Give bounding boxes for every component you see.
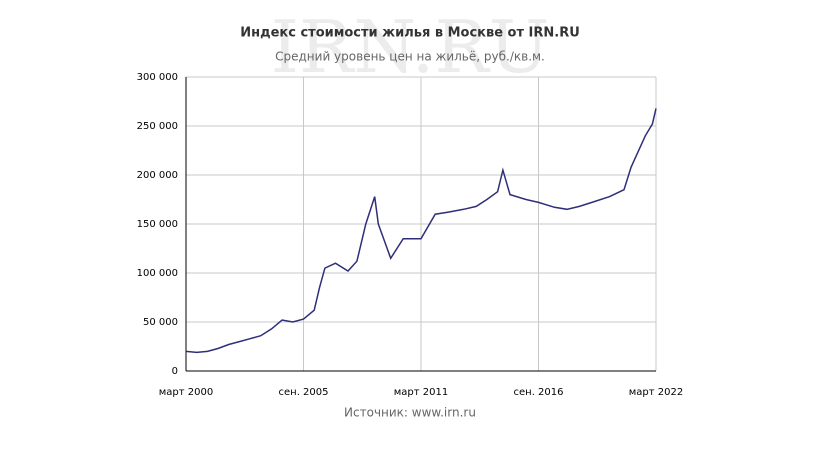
y-tick-label: 150 000 <box>137 219 178 230</box>
watermark: IRN.RU <box>271 5 550 89</box>
x-tick-label: сен. 2005 <box>279 387 329 398</box>
line-series <box>185 108 657 354</box>
x-tick-label: март 2000 <box>159 387 213 398</box>
y-tick-label: 300 000 <box>137 72 178 83</box>
y-tick-label: 250 000 <box>137 121 178 132</box>
x-tick-label: март 2022 <box>629 387 683 398</box>
chart-title: Индекс стоимости жилья в Москве от IRN.R… <box>240 26 580 41</box>
chart-subtitle: Средний уровень цен на жильё, руб./кв.м. <box>275 50 545 64</box>
x-tick-label: март 2011 <box>394 387 448 398</box>
source: Источник: www.irn.ru <box>344 406 476 420</box>
y-tick-label: 200 000 <box>137 170 178 181</box>
y-tick-label: 100 000 <box>137 268 178 279</box>
y-tick-label: 0 <box>172 366 178 377</box>
y-tick-label: 50 000 <box>143 317 178 328</box>
x-tick-label: сен. 2016 <box>514 387 564 398</box>
